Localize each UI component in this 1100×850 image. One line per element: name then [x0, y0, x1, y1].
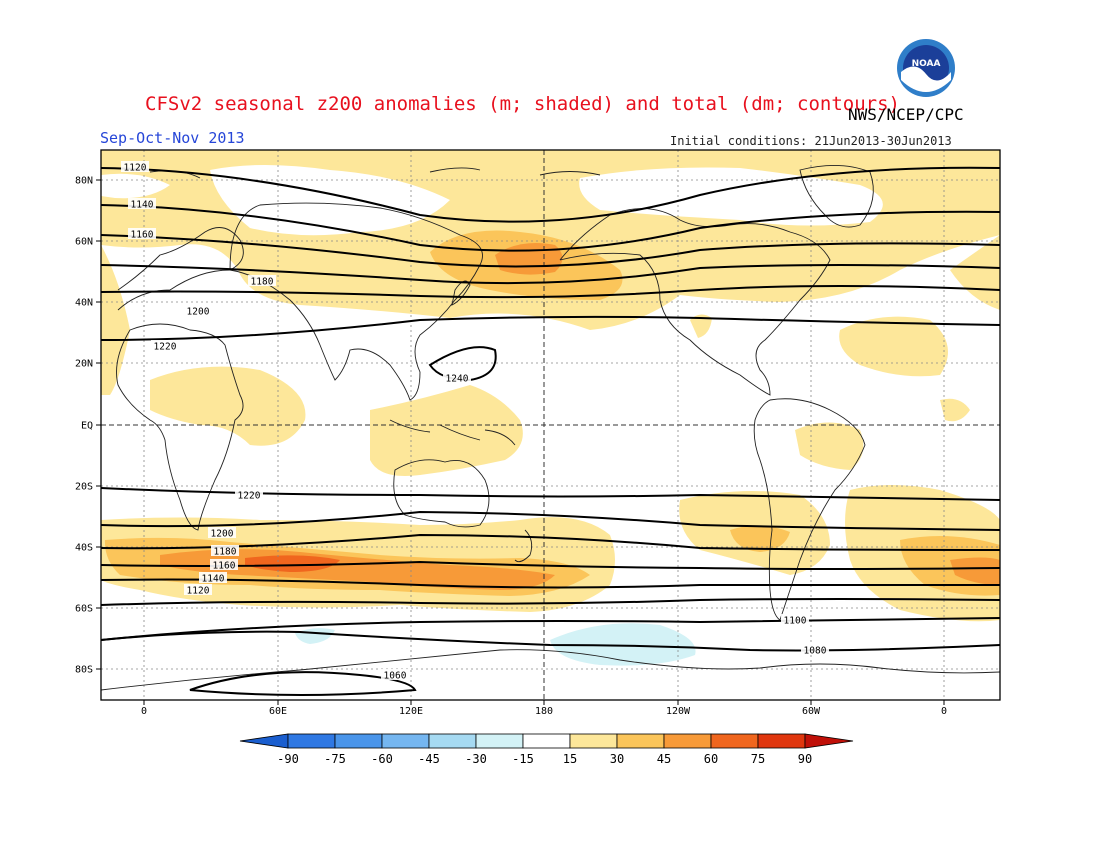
colorbar-label: -30: [465, 752, 487, 766]
colorbar: -90 -75 -60 -45 -30 -15 15 30 45 60 75 90: [239, 733, 854, 766]
colorbar-label: 75: [751, 752, 765, 766]
anomaly-shading: [101, 150, 1000, 666]
colorbar-swatch: [428, 733, 477, 749]
lat-tick-label: 20N: [75, 359, 93, 370]
colorbar-label: 15: [563, 752, 577, 766]
contour-label-bg: [121, 161, 149, 172]
lat-tick-label: 80S: [75, 665, 93, 676]
contour-label: 1100: [784, 616, 807, 627]
longitude-axis: 0 60E 120E 180 120W 60W 0: [141, 700, 947, 717]
colorbar-arrow-right: [804, 733, 854, 749]
lon-tick-label: 60E: [269, 706, 287, 717]
lat-tick-label: 20S: [75, 482, 93, 493]
contour-label: 1220: [154, 342, 177, 353]
colorbar-swatch: [334, 733, 383, 749]
contour-label: 1140: [202, 574, 225, 585]
contour-label: 1160: [131, 230, 154, 241]
contour-label-layer: 1120114011601180120012201240122012001180…: [121, 161, 829, 682]
agency-label: NWS/NCEP/CPC: [848, 105, 964, 124]
contour-label-bg: [151, 340, 179, 351]
colorbar-label: 90: [798, 752, 812, 766]
contour-label-bg: [381, 669, 409, 680]
contour-label: 1140: [131, 200, 154, 211]
latitude-axis: 80N 60N 40N 20N EQ 20S 40S 60S 80S: [75, 176, 101, 676]
lat-tick-label: 60S: [75, 604, 93, 615]
contour-label: 1200: [187, 307, 210, 318]
season-label: Sep-Oct-Nov 2013: [100, 129, 245, 147]
contour-label-bg: [801, 644, 829, 655]
contour-label: 1220: [238, 491, 261, 502]
contour-label: 1120: [124, 163, 147, 174]
noaa-logo-text: NOAA: [912, 59, 941, 69]
contour-label-bg: [184, 584, 212, 595]
colorbar-swatch: [381, 733, 430, 749]
lat-tick-label: 80N: [75, 176, 93, 187]
contour-label: 1200: [211, 529, 234, 540]
contour-label-bg: [184, 305, 212, 316]
colorbar-swatch: [522, 733, 571, 749]
colorbar-label: -45: [418, 752, 440, 766]
contour-label-bg: [235, 489, 263, 500]
contour-label: 1240: [446, 374, 469, 385]
colorbar-swatch: [616, 733, 665, 749]
colorbar-label: 30: [610, 752, 624, 766]
colorbar-swatch: [710, 733, 759, 749]
contour-label-bg: [199, 572, 227, 583]
contour-label-bg: [443, 372, 471, 383]
contour-label-bg: [210, 559, 238, 570]
colorbar-label: 45: [657, 752, 671, 766]
contour-lines: [101, 166, 1000, 696]
colorbar-swatch: [663, 733, 712, 749]
lon-tick-label: 180: [535, 706, 553, 717]
figure-title: CFSv2 seasonal z200 anomalies (m; shaded…: [145, 93, 900, 115]
noaa-logo: NOAA: [897, 39, 955, 97]
contour-label-bg: [128, 198, 156, 209]
lon-tick-label: 60W: [802, 706, 821, 717]
contour-label: 1180: [251, 277, 274, 288]
contour-label: 1060: [384, 671, 407, 682]
colorbar-label: -90: [277, 752, 299, 766]
lon-tick-label: 120E: [399, 706, 423, 717]
colorbar-swatch: [475, 733, 524, 749]
contour-label-bg: [128, 228, 156, 239]
colorbar-swatch: [287, 733, 336, 749]
lon-tick-label: 0: [141, 706, 147, 717]
coastlines: [101, 165, 1000, 691]
lon-tick-label: 0: [941, 706, 947, 717]
lat-tick-label: 40N: [75, 298, 93, 309]
map-panel: 1120114011601180120012201240122012001180…: [100, 149, 1001, 701]
colorbar-label: 60: [704, 752, 718, 766]
contour-label: 1080: [804, 646, 827, 657]
lon-tick-label: 120W: [666, 706, 691, 717]
contour-label: 1120: [187, 586, 210, 597]
contour-label-bg: [781, 614, 809, 625]
contour-label-bg: [211, 545, 239, 556]
contour-label-bg: [248, 275, 276, 286]
lat-tick-label: 40S: [75, 543, 93, 554]
colorbar-swatch: [569, 733, 618, 749]
contour-label: 1160: [213, 561, 236, 572]
equator-dateline: [101, 150, 1000, 700]
colorbar-label: -15: [512, 752, 534, 766]
lat-tick-label: 60N: [75, 237, 93, 248]
contour-label-bg: [208, 527, 236, 538]
contour-label: 1180: [214, 547, 237, 558]
colorbar-swatch: [757, 733, 806, 749]
colorbar-arrow-left: [239, 733, 289, 749]
lat-tick-label: EQ: [81, 421, 93, 432]
colorbar-label: -60: [371, 752, 393, 766]
colorbar-label: -75: [324, 752, 346, 766]
initial-conditions: Initial conditions: 21Jun2013-30Jun2013: [670, 134, 952, 148]
